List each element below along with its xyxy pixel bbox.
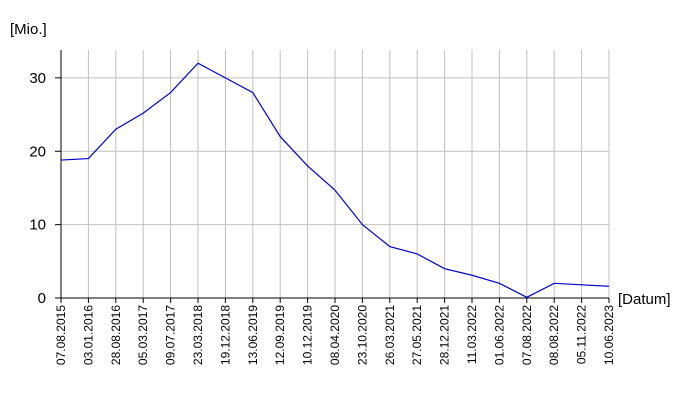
x-tick-label: 19.12.2018 xyxy=(218,305,232,365)
x-tick-label: 28.08.2016 xyxy=(109,305,123,365)
y-tick-label: 10 xyxy=(29,217,46,234)
x-tick-label: 23.10.2020 xyxy=(355,305,369,365)
x-tick-label: 05.03.2017 xyxy=(136,305,150,365)
x-tick-label: 01.06.2022 xyxy=(492,305,506,365)
x-tick-label: 10.06.2023 xyxy=(602,305,616,365)
x-axis-label: [Datum] xyxy=(618,291,671,308)
x-tick-label: 08.04.2020 xyxy=(328,305,342,365)
x-tick-label: 11.03.2022 xyxy=(465,305,479,364)
x-tick-label: 07.08.2022 xyxy=(520,305,534,365)
x-tick-label: 05.11.2022 xyxy=(575,305,589,364)
x-tick-label: 03.01.2016 xyxy=(81,305,95,365)
line-series xyxy=(60,62,610,298)
y-axis-label: [Mio.] xyxy=(10,21,47,38)
y-tick-label: 30 xyxy=(29,70,46,87)
x-tick-label: 27.05.2021 xyxy=(410,305,424,365)
x-tick-label: 23.03.2018 xyxy=(191,305,205,365)
x-tick-label: 10.12.2019 xyxy=(301,305,315,365)
x-tick-label: 08.08.2022 xyxy=(547,305,561,365)
y-tick-label: 0 xyxy=(38,290,46,307)
x-tick-label: 26.03.2021 xyxy=(383,305,397,365)
x-tick-label: 13.06.2019 xyxy=(246,305,260,365)
x-tick-label: 07.08.2015 xyxy=(54,305,68,365)
x-tick-label: 09.07.2017 xyxy=(164,305,178,365)
x-tick-label: 28.12.2021 xyxy=(438,305,452,365)
y-tick-label: 20 xyxy=(29,143,46,160)
x-tick-label: 12.09.2019 xyxy=(273,305,287,365)
